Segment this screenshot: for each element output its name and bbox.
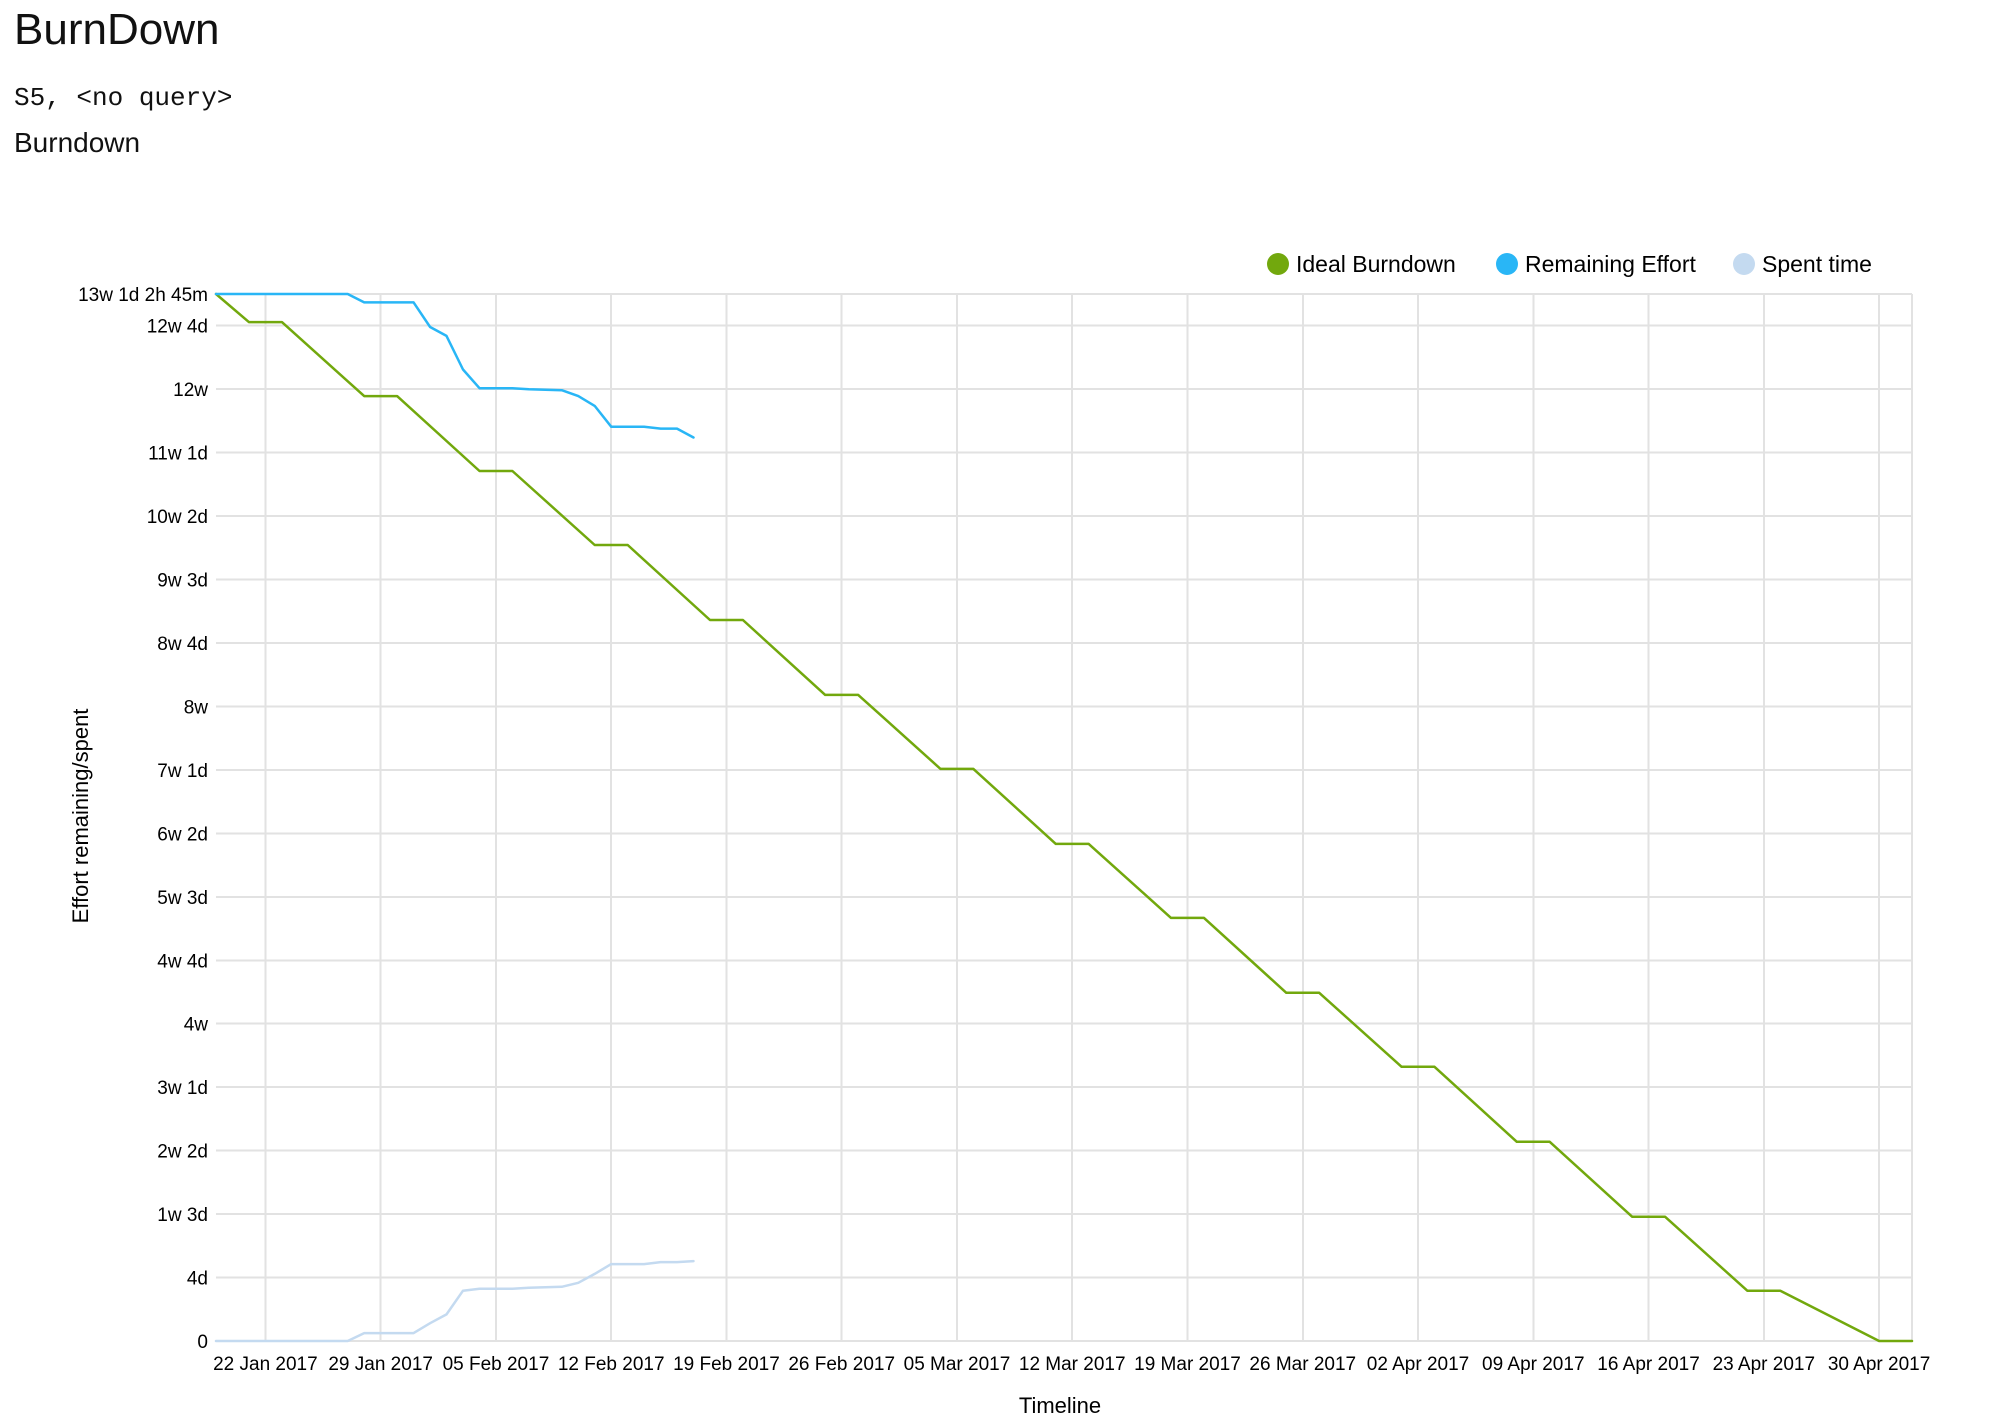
y-tick-label: 2w 2d (157, 1142, 208, 1163)
x-tick-label: 23 Apr 2017 (1713, 1354, 1815, 1375)
x-tick-label: 05 Mar 2017 (904, 1354, 1011, 1375)
y-axis-title: Effort remaining/spent (68, 709, 93, 924)
x-tick-label: 02 Apr 2017 (1367, 1354, 1469, 1375)
y-tick-label: 12w (173, 380, 208, 401)
y-tick-label: 1w 3d (157, 1205, 208, 1226)
x-tick-label: 09 Apr 2017 (1482, 1354, 1584, 1375)
y-tick-label: 10w 2d (147, 507, 208, 528)
chart-subtitle: Burndown (14, 127, 141, 158)
y-tick-label: 8w (184, 697, 209, 718)
x-tick-label: 26 Feb 2017 (788, 1354, 895, 1375)
series-line-ideal-burndown (214, 292, 1914, 1343)
x-tick-label: 22 Jan 2017 (213, 1354, 318, 1375)
legend-swatch-ideal-burndown[interactable] (1267, 253, 1289, 275)
y-tick-label: 8w 4d (157, 634, 208, 655)
y-tick-label: 6w 2d (157, 824, 208, 845)
y-tick-label: 9w 3d (157, 571, 208, 592)
legend-label-spent-time[interactable]: Spent time (1762, 251, 1872, 277)
x-tick-label: 16 Apr 2017 (1597, 1354, 1699, 1375)
y-tick-label: 11w 1d (148, 444, 208, 465)
legend-label-remaining-effort[interactable]: Remaining Effort (1525, 251, 1696, 277)
x-axis-title: Timeline (1019, 1393, 1101, 1418)
x-tick-label: 12 Mar 2017 (1019, 1354, 1126, 1375)
y-tick-label: 4w 4d (157, 951, 208, 972)
y-tick-label: 4d (187, 1269, 208, 1290)
chart-legend: Ideal Burndown Remaining Effort Spent time (1267, 251, 1872, 277)
page-title: BurnDown (14, 5, 220, 54)
y-tick-label: 3w 1d (157, 1078, 208, 1099)
chart-tick-labels: 0 4d 1w 3d 2w 2d 3w 1d 4w 4w 4d 5w 3d 6w 2d 7w 1d… (78, 285, 1930, 1375)
x-tick-label: 26 Mar 2017 (1249, 1354, 1356, 1375)
sprint-query-label: S5, <no query> (14, 83, 233, 113)
y-tick-label: 5w 3d (157, 888, 208, 909)
x-tick-label: 19 Mar 2017 (1134, 1354, 1241, 1375)
series-line-spent-time (214, 1259, 695, 1343)
y-tick-label: 4w (184, 1015, 209, 1036)
legend-swatch-spent-time[interactable] (1733, 253, 1755, 275)
chart-grid (216, 293, 1913, 1342)
chart-series (214, 292, 1914, 1343)
y-tick-label: 13w 1d 2h 45m (78, 285, 208, 306)
y-tick-label: 0 (197, 1332, 208, 1353)
x-tick-label: 29 Jan 2017 (328, 1354, 433, 1375)
series-line-remaining-effort (214, 292, 695, 439)
x-tick-label: 12 Feb 2017 (558, 1354, 665, 1375)
x-tick-label: 19 Feb 2017 (673, 1354, 780, 1375)
y-tick-label: 12w 4d (147, 317, 208, 338)
x-tick-label: 05 Feb 2017 (443, 1354, 550, 1375)
legend-swatch-remaining-effort[interactable] (1496, 253, 1518, 275)
legend-label-ideal-burndown[interactable]: Ideal Burndown (1296, 251, 1456, 277)
x-tick-label: 30 Apr 2017 (1828, 1354, 1930, 1375)
y-tick-label: 7w 1d (157, 761, 208, 782)
